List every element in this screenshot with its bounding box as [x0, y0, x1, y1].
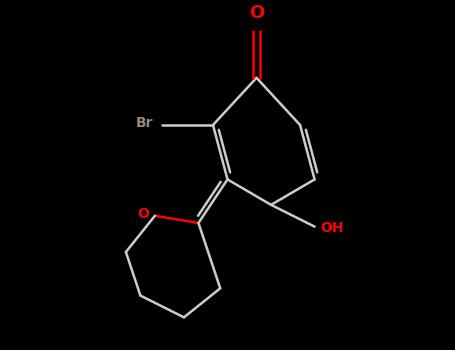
Text: O: O	[137, 207, 150, 221]
Text: O: O	[249, 4, 264, 22]
Text: Br: Br	[136, 116, 153, 130]
Text: OH: OH	[320, 222, 344, 236]
